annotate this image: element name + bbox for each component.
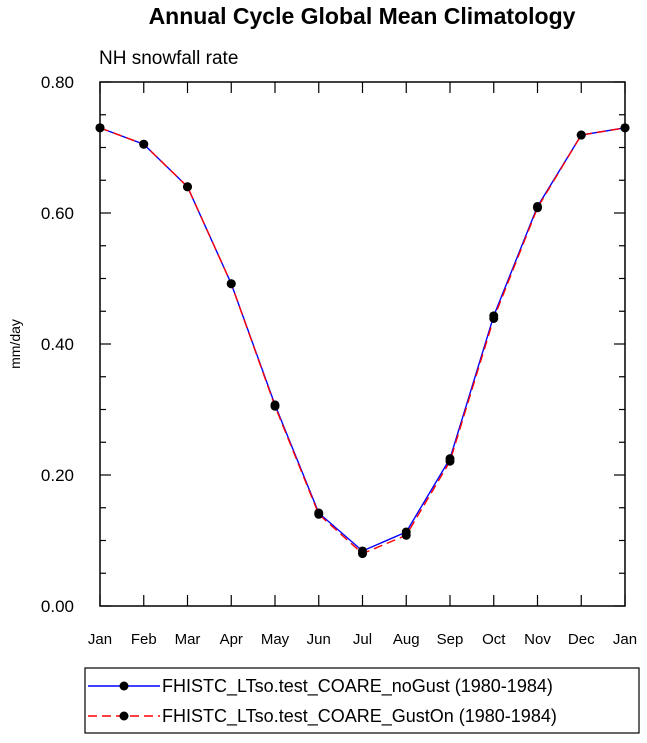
x-tick-label: Jun — [307, 631, 331, 648]
x-tick-label: Jan — [88, 631, 112, 648]
chart-subtitle: NH snowfall rate — [99, 48, 238, 69]
x-tick-label: Jan — [613, 631, 637, 648]
legend: FHISTC_LTso.test_COARE_noGust (1980-1984… — [88, 676, 557, 727]
x-tick-label: May — [261, 631, 290, 648]
x-tick-label: Apr — [220, 631, 243, 648]
x-tick-labels: Jan Feb Mar Apr May Jun Jul Aug Sep Oct Nov Dec Jan — [88, 631, 637, 648]
series-line — [99, 127, 626, 552]
x-tick-label: Feb — [131, 631, 157, 648]
data-point — [576, 130, 586, 140]
data-point — [139, 139, 149, 149]
legend-marker — [119, 711, 129, 721]
data-point — [270, 401, 280, 411]
x-tick-label: Mar — [175, 631, 201, 648]
legend-box — [84, 667, 640, 734]
data-point — [489, 313, 499, 323]
y-tick-label: 0.40 — [41, 335, 74, 354]
data-point — [314, 509, 324, 519]
legend-marker — [119, 681, 129, 691]
y-axis-label: mm/day — [7, 319, 23, 369]
axis-ticks — [99, 81, 626, 607]
x-tick-label: Aug — [393, 631, 420, 648]
chart-title: Annual Cycle Global Mean Climatology — [149, 3, 576, 29]
data-point — [226, 279, 236, 289]
y-tick-label: 0.60 — [41, 204, 74, 223]
y-tick-label: 0.80 — [41, 73, 74, 92]
data-point — [401, 530, 411, 540]
legend-label: FHISTC_LTso.test_COARE_noGust (1980-1984… — [162, 676, 553, 697]
x-tick-label: Jul — [353, 631, 372, 648]
plot-frame — [99, 81, 626, 607]
data-point — [620, 123, 630, 133]
data-point — [533, 203, 542, 213]
x-tick-label: Sep — [437, 631, 464, 648]
y-tick-label: 0.00 — [41, 597, 74, 616]
legend-label: FHISTC_LTso.test_COARE_GustOn (1980-1984… — [162, 706, 557, 727]
x-tick-label: Dec — [568, 631, 595, 648]
y-tick-label: 0.20 — [41, 466, 74, 485]
y-tick-labels: 0.00 0.20 0.40 0.60 0.80 — [41, 73, 74, 616]
series-layer — [95, 123, 630, 559]
x-tick-label: Oct — [482, 631, 506, 648]
data-point — [95, 123, 105, 133]
x-tick-label: Nov — [524, 631, 551, 648]
data-point — [445, 456, 455, 466]
data-point — [183, 182, 192, 192]
data-point — [358, 549, 367, 559]
